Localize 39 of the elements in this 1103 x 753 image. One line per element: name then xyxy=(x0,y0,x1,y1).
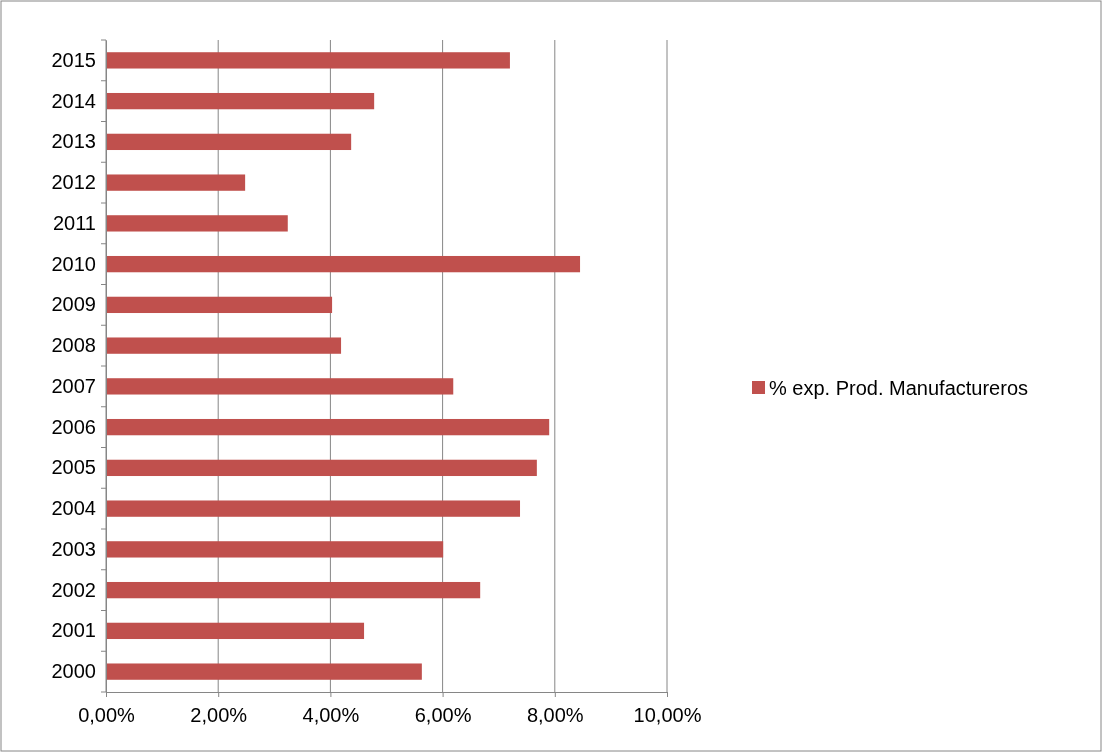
x-tick-label: 6,00% xyxy=(414,704,472,726)
y-tick-label: 2001 xyxy=(51,619,96,642)
bar xyxy=(106,92,375,110)
y-tick-label: 2003 xyxy=(51,537,96,560)
bar xyxy=(106,337,342,354)
y-tick-label: 2005 xyxy=(51,456,96,479)
bar xyxy=(106,133,352,151)
y-tick-label: 2014 xyxy=(51,89,96,112)
bar xyxy=(106,500,521,517)
bar xyxy=(106,418,550,436)
y-tick-label: 2008 xyxy=(51,334,96,357)
y-tick-label: 2012 xyxy=(51,171,96,194)
bar xyxy=(106,296,333,314)
bar xyxy=(106,52,510,69)
x-tick-label: 0,00% xyxy=(78,704,136,726)
x-tick-label: 2,00% xyxy=(190,704,248,726)
y-tick-label: 2002 xyxy=(51,578,96,601)
y-tick-label: 2009 xyxy=(51,293,96,316)
y-tick-label: 2004 xyxy=(51,497,96,520)
y-tick-label: 2015 xyxy=(51,48,96,71)
bar xyxy=(106,174,246,191)
bar xyxy=(106,378,454,395)
x-tick-label: 10,00% xyxy=(633,704,702,726)
y-tick-label: 2010 xyxy=(51,252,96,275)
bar xyxy=(106,255,581,273)
bar xyxy=(106,622,365,640)
bar xyxy=(106,663,422,680)
y-tick-label: 2007 xyxy=(51,374,96,397)
x-tick-label: 8,00% xyxy=(526,704,584,726)
legend-label: % exp. Prod. Manufactureros xyxy=(769,377,1029,399)
bar xyxy=(106,581,481,599)
bar xyxy=(106,215,288,232)
y-tick-label: 2000 xyxy=(51,660,96,683)
bar xyxy=(106,459,537,477)
y-tick-label: 2011 xyxy=(52,211,96,234)
y-tick-label: 2006 xyxy=(51,415,96,438)
bar xyxy=(106,541,444,558)
x-tick-label: 4,00% xyxy=(302,704,360,726)
y-tick-label: 2013 xyxy=(51,130,96,153)
